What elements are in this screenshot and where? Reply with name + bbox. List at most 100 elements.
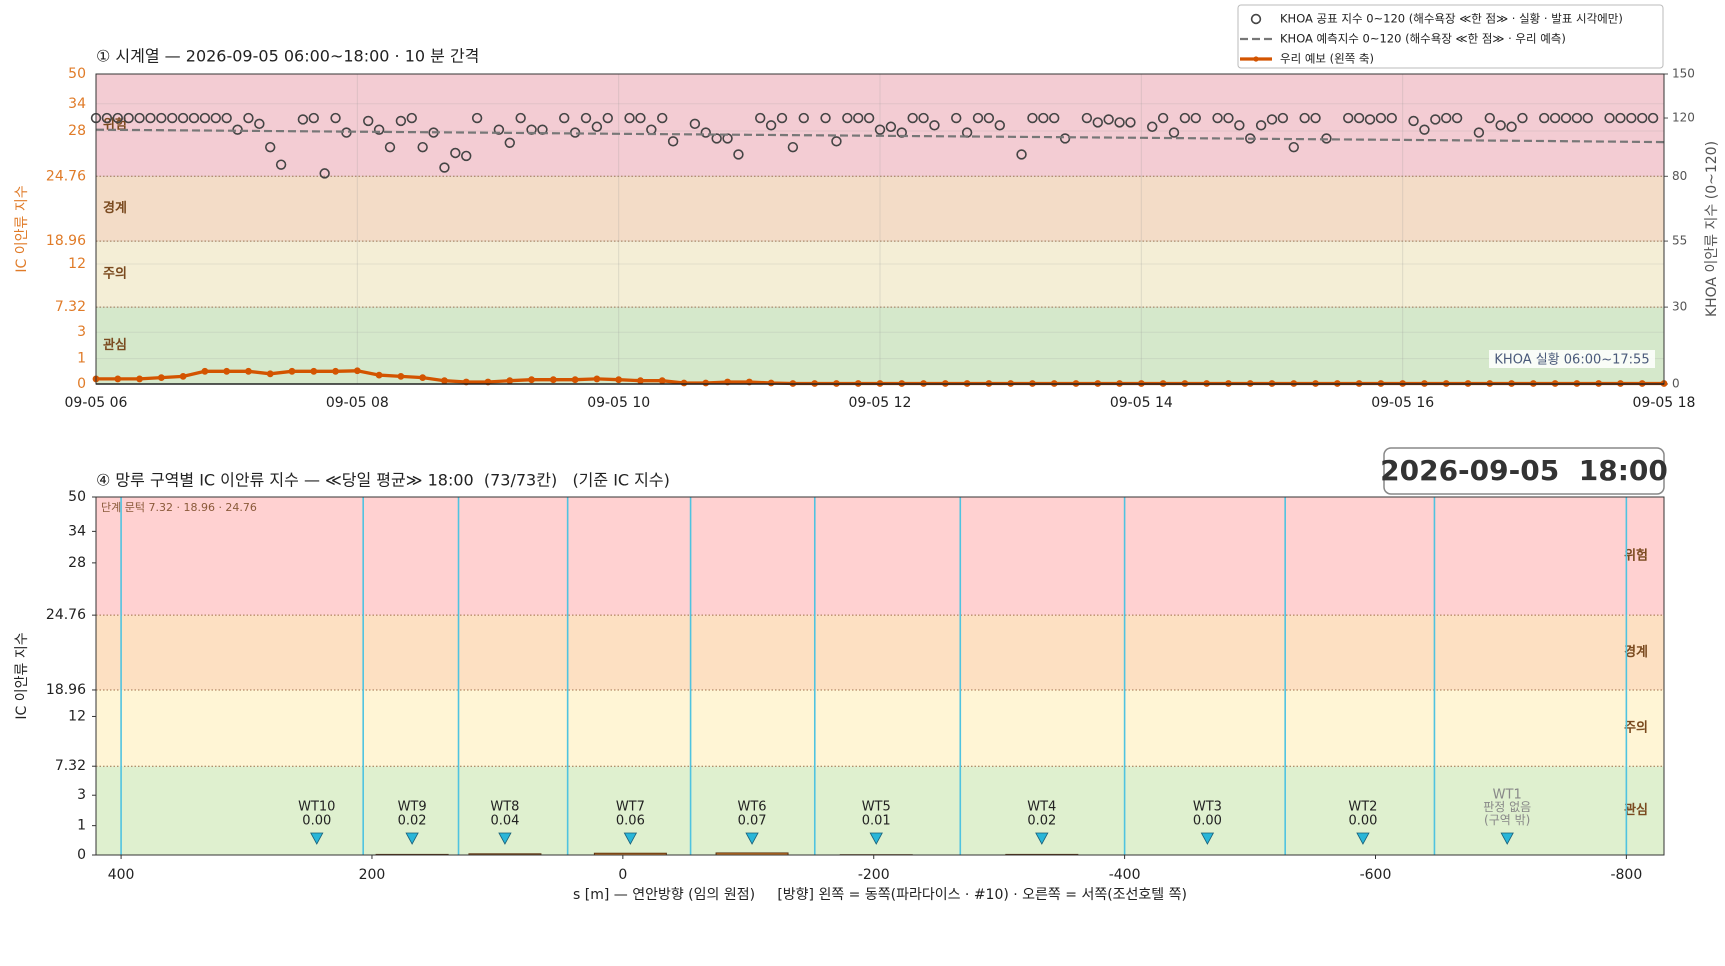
y-axis-label: IC 이안류 지수 (14, 185, 30, 272)
data-point (1615, 112, 1626, 124)
data-point (528, 376, 535, 384)
data-point (353, 367, 361, 375)
data-point (1266, 114, 1278, 125)
data-point (223, 367, 231, 375)
data-point (199, 112, 211, 124)
data-point (1571, 112, 1583, 124)
zone-marker (1035, 832, 1049, 845)
data-point (254, 118, 265, 130)
data-point (395, 115, 407, 127)
band (96, 766, 1664, 855)
data-point (1103, 114, 1114, 125)
data-point (1310, 112, 1321, 124)
data-point (1386, 112, 1397, 124)
data-point (177, 112, 189, 124)
data-point (1582, 112, 1593, 124)
zone-marker (1356, 832, 1370, 845)
data-point (1626, 112, 1637, 124)
y-tick-label: 28 (68, 555, 86, 571)
y2-tick-label: 80 (1672, 169, 1687, 183)
x-tick-label: 09-05 10 (587, 395, 650, 411)
value-label: 0.00 (1193, 814, 1222, 829)
data-point (798, 112, 809, 124)
value-label: 0.02 (398, 814, 427, 829)
data-point (397, 372, 405, 380)
band-label: 주의 (103, 266, 127, 282)
x-tick-label: 09-05 14 (1110, 395, 1173, 411)
series-line (95, 128, 1665, 144)
category-label: WT7 (616, 800, 645, 815)
data-point (1049, 112, 1060, 124)
data-point (994, 120, 1005, 131)
data-point (615, 376, 623, 384)
value-label: 판정 없음 (구역 밖) (1483, 800, 1532, 827)
data-point (450, 147, 461, 159)
x-tick-label: 09-05 12 (849, 395, 912, 411)
y-tick-label: 3 (77, 324, 86, 340)
data-point (265, 141, 276, 153)
category-label: WT2 (1348, 800, 1377, 815)
value-label: 0.02 (1027, 814, 1056, 829)
band (96, 615, 1664, 690)
data-point (471, 112, 483, 124)
zone-marker (1500, 832, 1514, 845)
data-point (1212, 112, 1223, 124)
data-point (885, 121, 897, 132)
data-point (419, 374, 427, 382)
data-point (755, 112, 766, 124)
y-tick-label: 7.32 (55, 299, 86, 315)
annotation-box (1489, 350, 1655, 368)
data-point (201, 367, 209, 375)
data-point (1157, 112, 1169, 124)
data-point (506, 377, 514, 385)
data-point (1364, 114, 1376, 125)
data-point (602, 112, 613, 124)
data-point (842, 112, 853, 124)
x-tick-label: -200 (858, 867, 890, 883)
data-point (156, 112, 167, 124)
legend-symbol (1250, 13, 1262, 25)
data-point (1288, 141, 1299, 153)
data-point (1038, 112, 1049, 124)
data-point (689, 118, 701, 130)
y-tick-label: 24.76 (46, 607, 86, 623)
data-point (1451, 112, 1463, 124)
data-point (1059, 133, 1071, 144)
x-tick-label: -600 (1360, 867, 1392, 883)
data-point (831, 136, 842, 147)
data-point (700, 127, 711, 138)
data-point (1016, 149, 1027, 160)
data-point (593, 375, 601, 383)
zone-marker (745, 832, 759, 845)
y-tick-label: 1 (77, 351, 86, 367)
data-point (384, 141, 396, 153)
data-point (1419, 124, 1430, 135)
data-point (406, 112, 417, 124)
x-tick-label: -800 (1610, 867, 1642, 883)
data-point (266, 370, 274, 378)
data-point (136, 375, 143, 383)
data-point (310, 367, 318, 375)
data-point (929, 120, 940, 131)
band (96, 497, 1664, 616)
data-point (983, 112, 995, 124)
zone-marker (869, 832, 883, 845)
data-point (1495, 120, 1506, 131)
x-axis-label: s [m] — 연안방향 (임의 원점) [방향] 왼쪽 = 동쪽(파라다이스 … (573, 887, 1187, 903)
band-label: 관심 (103, 337, 127, 353)
y-tick-label: 18.96 (46, 682, 86, 698)
y-tick-label: 50 (68, 66, 86, 82)
legend-box (1237, 4, 1664, 69)
value-label: 0.04 (490, 814, 519, 829)
timestamp: 2026-09-05 18:00 (1380, 454, 1668, 487)
data-point (1539, 112, 1550, 124)
data-point (951, 112, 962, 124)
data-point (493, 124, 505, 135)
data-point (711, 133, 722, 144)
data-point (972, 112, 984, 124)
y-axis-label: IC 이안류 지수 (14, 632, 30, 719)
data-point (1353, 112, 1365, 124)
data-point (1125, 117, 1136, 128)
category-label: WT4 (1027, 800, 1056, 815)
